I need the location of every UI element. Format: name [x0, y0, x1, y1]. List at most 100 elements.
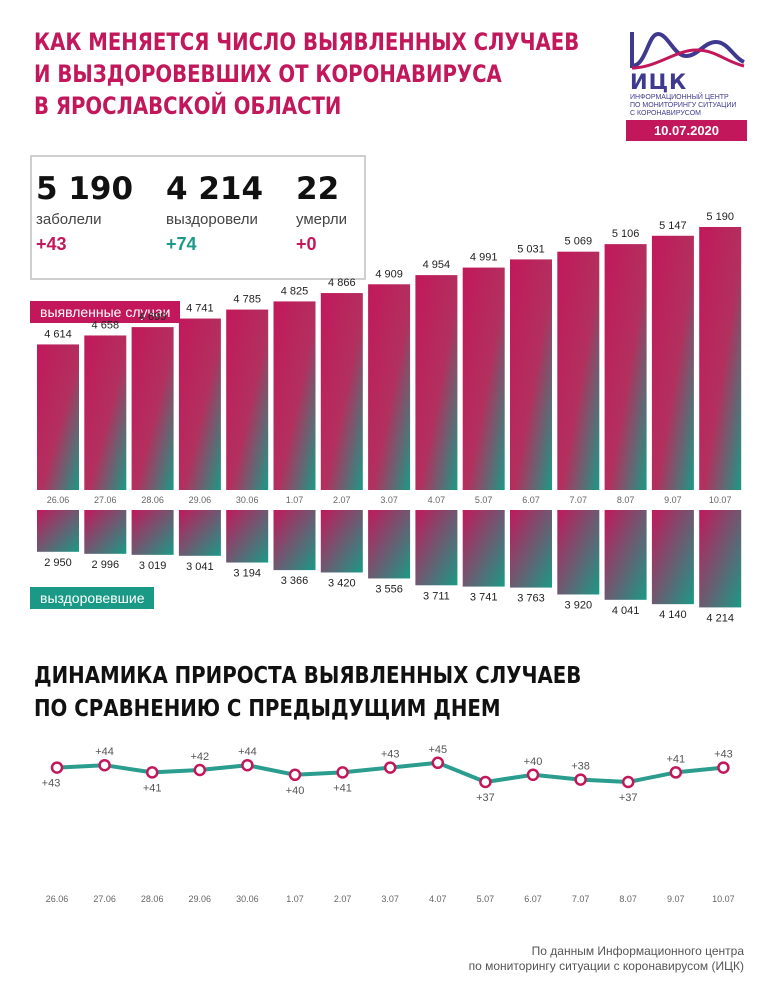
recovered-bar — [37, 510, 79, 552]
recovered-delta: +74 — [166, 234, 197, 254]
cases-data-label: 5 147 — [659, 220, 687, 232]
growth-point — [336, 766, 349, 779]
growth-date-tick: 30.06 — [236, 894, 259, 904]
cases-bar — [178, 318, 221, 490]
date-tick-label: 1.07 — [286, 495, 304, 505]
date-tick-label: 10.07 — [709, 495, 732, 505]
recovered-bar — [131, 510, 174, 555]
cases-bar — [131, 327, 174, 490]
growth-point — [288, 768, 302, 782]
date-tick-label: 5.07 — [475, 495, 493, 505]
cases-bar — [557, 251, 600, 490]
growth-point — [526, 768, 540, 782]
date-badge: 10.07.2020 — [626, 120, 747, 141]
recovered-label: выздоровели — [166, 211, 258, 228]
recovered-data-label: 2 996 — [92, 559, 120, 571]
recovered-bar — [651, 510, 694, 605]
title-line: В ЯРОСЛАВСКОЙ ОБЛАСТИ — [34, 92, 342, 120]
growth-data-label: +37 — [619, 792, 638, 804]
cases-data-label: 4 991 — [470, 252, 498, 264]
growth-date-tick: 4.07 — [429, 894, 447, 904]
cases-legend-pill: выявленные случаи — [30, 301, 181, 323]
growth-point — [431, 756, 445, 770]
recovered-data-label: 2 950 — [44, 557, 72, 569]
growth-line-chart: +43 26.06 +44 27.06 +41 28.06 +42 29.06 +44 30.06… — [42, 744, 735, 904]
recovered-data-label: 3 041 — [186, 561, 214, 573]
deaths-value: 22 — [296, 171, 340, 207]
deaths-delta: +0 — [296, 234, 317, 254]
line-title-line: ДИНАМИКА ПРИРОСТА ВЫЯВЛЕННЫХ СЛУЧАЕВ — [34, 663, 582, 689]
date-tick-label: 7.07 — [570, 495, 588, 505]
cases-delta: +43 — [36, 234, 67, 254]
recovered-data-label: 3 420 — [328, 577, 356, 589]
logo-sub-line: ИНФОРМАЦИОННЫЙ ЦЕНТР — [630, 94, 729, 101]
date-tick-label: 2.07 — [333, 495, 351, 505]
date-tick-label: 30.06 — [236, 495, 259, 505]
growth-date-tick: 9.07 — [667, 894, 685, 904]
growth-data-label: +37 — [476, 792, 495, 804]
date-tick-label: 4.07 — [428, 495, 446, 505]
stat-recovered: 4 214 выздоровели +74 — [166, 171, 263, 255]
cases-bar — [462, 267, 505, 490]
growth-point — [50, 761, 64, 774]
recovered-bar — [557, 510, 600, 595]
recovered-data-label: 3 763 — [517, 593, 545, 605]
cases-bar — [320, 293, 363, 490]
growth-point — [193, 763, 207, 777]
growth-point — [241, 758, 254, 772]
cases-bar — [226, 309, 269, 490]
recovered-bar — [415, 510, 458, 586]
cases-bar — [84, 335, 127, 490]
logo-text: ИЦК — [630, 70, 688, 94]
date-tick-label: 29.06 — [189, 495, 212, 505]
cases-data-label: 4 741 — [186, 303, 214, 315]
cases-label: заболели — [36, 211, 102, 228]
growth-point — [383, 761, 397, 774]
date-tick-label: 26.06 — [47, 495, 70, 505]
cases-bar — [510, 259, 552, 490]
growth-data-label: +41 — [666, 753, 685, 765]
growth-data-label: +44 — [238, 746, 257, 758]
growth-data-label: +44 — [95, 746, 114, 758]
growth-date-tick: 6.07 — [524, 894, 542, 904]
growth-data-label: +43 — [714, 749, 733, 761]
date-tick-label: 28.06 — [141, 495, 164, 505]
growth-data-label: +41 — [143, 782, 162, 794]
source-note: По данным Информационного центра по мони… — [469, 944, 744, 974]
growth-point — [669, 766, 683, 779]
recovered-bar — [226, 510, 269, 563]
recovered-bar — [273, 510, 316, 571]
cases-data-label: 4 866 — [328, 277, 356, 289]
cases-bar — [37, 344, 79, 490]
recovered-data-label: 4 041 — [612, 605, 640, 617]
growth-point — [479, 775, 492, 789]
growth-date-tick: 10.07 — [712, 894, 735, 904]
recovered-bar — [178, 510, 221, 556]
growth-data-label: +42 — [190, 751, 209, 763]
cases-bar — [651, 235, 694, 490]
recovered-bar — [368, 510, 411, 579]
recovered-bar — [462, 510, 505, 587]
date-tick-label: 6.07 — [522, 495, 540, 505]
source-line: По данным Информационного центра — [531, 944, 744, 958]
recovered-data-label: 4 140 — [659, 609, 687, 621]
logo-sub-line: С КОРОНАВИРУСОМ — [630, 110, 701, 117]
cases-data-label: 5 069 — [565, 236, 593, 248]
growth-data-label: +43 — [381, 749, 400, 761]
cases-data-label: 4 658 — [92, 319, 120, 331]
line-chart-title: ДИНАМИКА ПРИРОСТА ВЫЯВЛЕННЫХ СЛУЧАЕВ ПО … — [34, 660, 581, 726]
cases-data-label: 4 825 — [281, 285, 309, 297]
summary-box: 5 190 заболели +43 4 214 выздоровели +74… — [30, 155, 366, 280]
logo-sub-line: ПО МОНИТОРИНГУ СИТУАЦИИ — [630, 102, 737, 109]
recovered-data-label: 3 366 — [281, 575, 309, 587]
cases-bar-chart: 4 614 26.06 4 658 27.06 4 699 28.06 4 741 29.06… — [37, 211, 742, 505]
growth-data-label: +43 — [42, 778, 61, 790]
title-line: И ВЫЗДОРОВЕВШИХ ОТ КОРОНАВИРУСА — [34, 60, 502, 88]
growth-date-tick: 1.07 — [286, 894, 304, 904]
growth-point — [98, 758, 111, 772]
cases-bar — [699, 227, 742, 490]
cases-data-label: 5 031 — [517, 243, 545, 255]
logo-wave-icon — [630, 31, 745, 70]
cases-data-label: 5 190 — [706, 211, 734, 223]
